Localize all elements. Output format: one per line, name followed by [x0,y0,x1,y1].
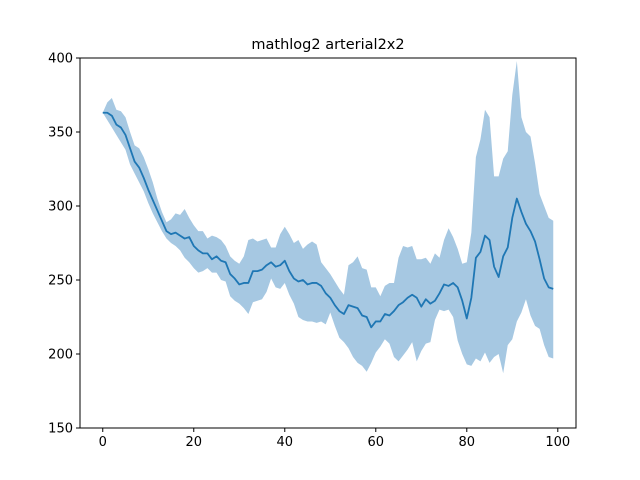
mean-line [102,111,554,329]
y-tick-label: 350 [48,126,73,141]
confidence-band [102,60,554,374]
chart-title: mathlog2 arterial2x2 [251,37,404,53]
y-tick-label: 250 [48,274,73,289]
x-tick-label: 40 [276,435,293,450]
y-tick-label: 200 [48,348,73,363]
x-tick-label: 100 [545,435,570,450]
y-tick-label: 400 [48,52,73,67]
x-tick-label: 20 [185,435,202,450]
plot-frame [79,57,577,429]
x-tick-label: 80 [459,435,476,450]
y-tick-label: 300 [48,200,73,215]
y-tick-label: 150 [48,422,73,437]
x-tick-label: 60 [368,435,385,450]
x-tick-label: 0 [99,435,107,450]
